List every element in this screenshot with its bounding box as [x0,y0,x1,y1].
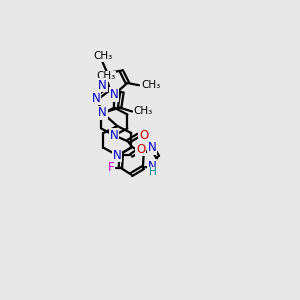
Text: CH₃: CH₃ [134,106,153,116]
Text: N: N [110,129,118,142]
Text: N: N [98,79,107,92]
Text: O: O [139,129,148,142]
Text: N: N [148,141,157,154]
Text: F: F [108,161,114,174]
Text: CH₃: CH₃ [141,80,160,90]
Text: N: N [110,88,118,101]
Text: N: N [92,92,101,105]
Text: N: N [148,160,157,172]
Text: H: H [149,167,157,177]
Text: CH₃: CH₃ [93,51,112,62]
Text: N: N [98,106,107,119]
Text: N: N [113,149,122,162]
Text: CH₃: CH₃ [96,71,115,81]
Text: O: O [136,143,145,156]
